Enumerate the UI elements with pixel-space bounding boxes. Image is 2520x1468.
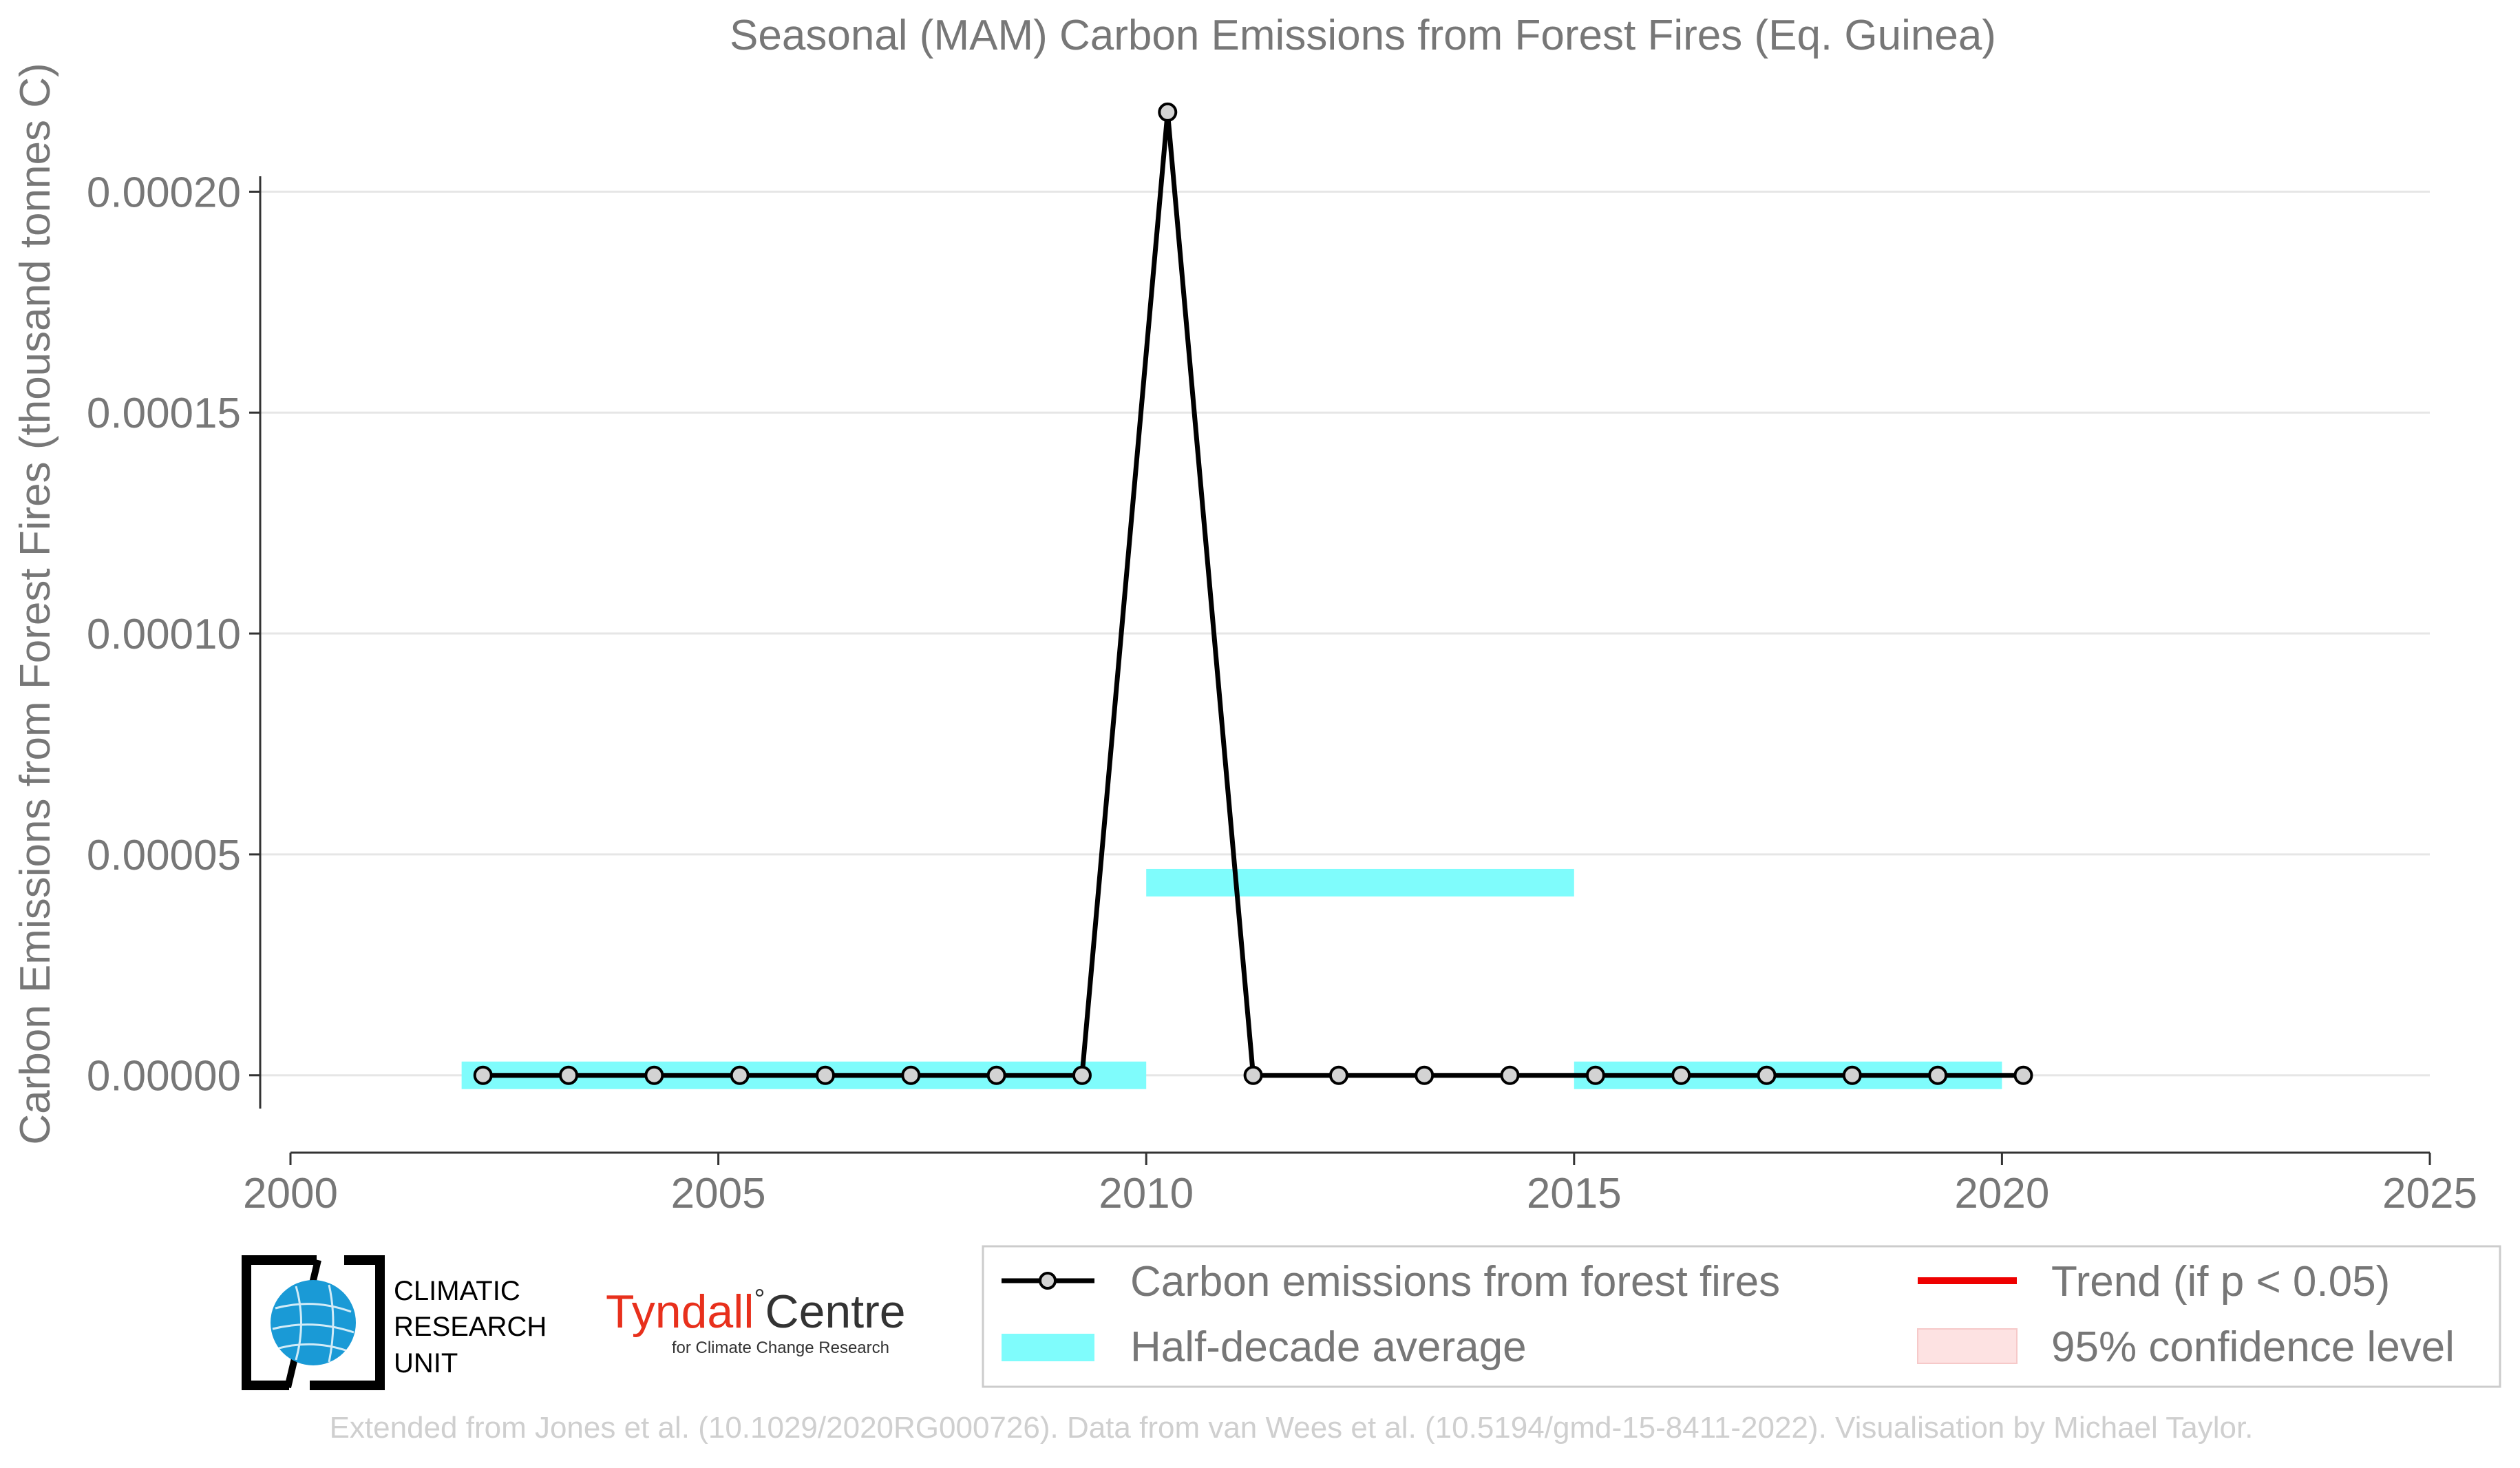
series-line-0 (483, 112, 2024, 1078)
cru-logo: CLIMATIC RESEARCH UNIT (242, 1255, 547, 1390)
legend-item-trend: Trend (if p < 0.05) (1918, 1258, 2390, 1306)
legend-label-confidence: 95% confidence level (2051, 1323, 2455, 1371)
cru-line1: CLIMATIC (394, 1276, 520, 1306)
data-point-4 (816, 1065, 835, 1085)
tyndall-name-dark: Centre (765, 1286, 905, 1338)
data-point-5 (901, 1065, 921, 1085)
legend-item-half-decade: Half-decade average (1002, 1323, 1527, 1371)
y-axis-label: Carbon Emissions from Forest Fires (thou… (12, 63, 59, 1144)
cru-bracket-icon (242, 1255, 385, 1390)
globe-icon (271, 1280, 356, 1365)
data-point-14 (1671, 1065, 1691, 1085)
x-tick-label-5: 2025 (2382, 1170, 2477, 1217)
data-point-18 (2013, 1065, 2033, 1085)
tyndall-degree: ° (754, 1284, 765, 1314)
x-tick-label-1: 2005 (671, 1170, 766, 1217)
legend: Carbon emissions from forest fires Trend… (982, 1245, 2501, 1388)
half-decade-bands (461, 868, 2002, 1089)
tyndall-subtitle: for Climate Change Research (672, 1339, 889, 1357)
credit-line: Extended from Jones et al. (10.1029/2020… (330, 1411, 2254, 1445)
tyndall-logo: Tyndall°Centre for Climate Change Resear… (606, 1284, 906, 1357)
x-tick-label-0: 2000 (243, 1170, 338, 1217)
legend-item-emissions: Carbon emissions from forest fires (1002, 1258, 1780, 1306)
legend-frame (982, 1245, 2501, 1388)
data-point-16 (1842, 1065, 1862, 1085)
tyndall-name-red: Tyndall (606, 1286, 754, 1338)
y-tick-label-2: 0.00010 (87, 611, 241, 658)
data-point-10 (1328, 1065, 1348, 1085)
cru-line2: RESEARCH (394, 1312, 547, 1342)
legend-label-emissions: Carbon emissions from forest fires (1130, 1258, 1780, 1306)
data-point-8 (1158, 102, 1178, 122)
data-point-17 (1928, 1065, 1948, 1085)
legend-label-half-decade: Half-decade average (1130, 1323, 1527, 1371)
globe-contours-icon (272, 1284, 354, 1363)
y-tick-label-3: 0.00015 (87, 390, 241, 437)
data-point-11 (1415, 1065, 1434, 1085)
data-point-2 (644, 1065, 664, 1085)
x-tick-label-3: 2015 (1527, 1170, 1622, 1217)
data-point-7 (1072, 1065, 1092, 1085)
data-point-6 (986, 1065, 1006, 1085)
legend-item-confidence: 95% confidence level (1917, 1323, 2455, 1371)
legend-swatch-confidence (1917, 1328, 2018, 1364)
chart-title: Seasonal (MAM) Carbon Emissions from For… (730, 12, 1996, 59)
series-layer (473, 102, 2033, 1085)
cru-line3: UNIT (394, 1348, 458, 1378)
data-point-9 (1243, 1065, 1263, 1085)
legend-swatch-half-decade (1002, 1334, 1094, 1361)
x-tick-label-4: 2020 (1954, 1170, 2049, 1217)
gridlines (258, 190, 2430, 1077)
data-point-0 (473, 1065, 493, 1085)
tyndall-name: Tyndall°Centre (606, 1284, 906, 1338)
data-point-1 (559, 1065, 579, 1085)
legend-swatch-emissions-marker (1039, 1272, 1057, 1290)
half-decade-band-1 (1146, 868, 1574, 896)
axes: 0.00000 0.00005 0.00010 0.00015 0.00020 2000 2… (87, 169, 2477, 1217)
data-point-15 (1757, 1065, 1777, 1085)
y-tick-label-1: 0.00005 (87, 832, 241, 879)
y-tick-label-0: 0.00000 (87, 1053, 241, 1100)
legend-label-trend: Trend (if p < 0.05) (2051, 1258, 2390, 1306)
y-tick-label-4: 0.00020 (87, 169, 241, 216)
data-point-3 (730, 1065, 750, 1085)
data-point-12 (1500, 1065, 1520, 1085)
x-tick-label-2: 2010 (1099, 1170, 1194, 1217)
data-point-13 (1585, 1065, 1605, 1085)
